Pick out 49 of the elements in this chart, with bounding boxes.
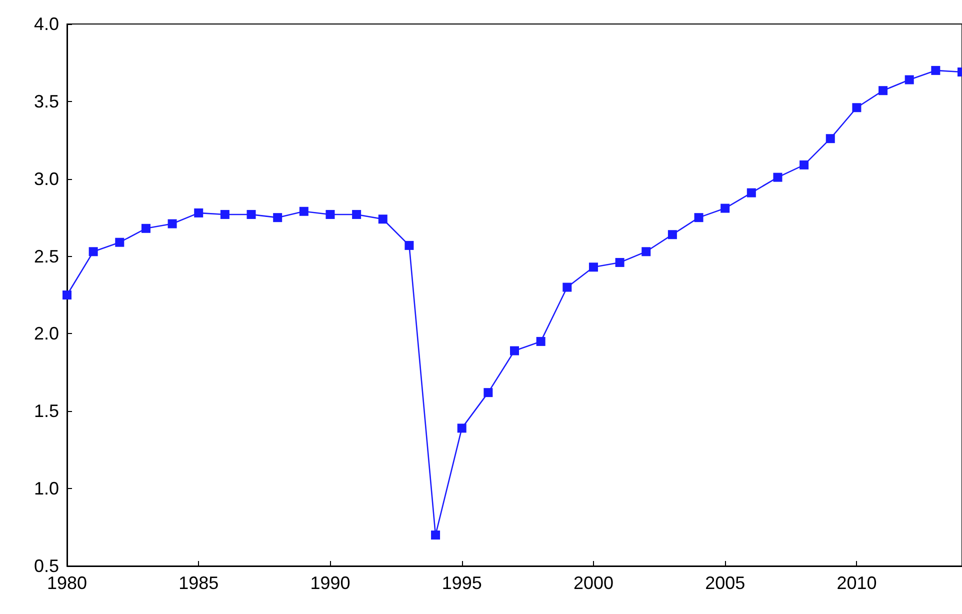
x-tick-label: 2000 (573, 573, 614, 593)
point (115, 238, 124, 247)
point (273, 213, 282, 222)
point (431, 530, 440, 540)
point (642, 247, 651, 256)
point (826, 134, 835, 144)
y-tick-label: 2.0 (34, 324, 59, 344)
point (931, 66, 940, 75)
x-tick-label: 1985 (178, 573, 219, 593)
point (194, 208, 204, 218)
point (352, 210, 362, 219)
point (615, 258, 624, 267)
y-tick-label: 3.0 (34, 168, 59, 189)
point (484, 388, 493, 398)
point (220, 210, 230, 219)
x-tick-label: 2010 (836, 573, 877, 593)
point (800, 160, 809, 170)
point (878, 86, 888, 96)
point (510, 346, 519, 356)
point (668, 230, 677, 240)
y-tick-label: 3.5 (34, 91, 59, 112)
point (62, 290, 72, 300)
point (457, 424, 466, 433)
x-tick-label: 1990 (310, 573, 350, 593)
point (588, 262, 598, 272)
point (720, 204, 730, 213)
point (536, 336, 546, 346)
point (168, 219, 177, 228)
point (88, 247, 98, 256)
point (299, 206, 308, 216)
point (562, 282, 572, 292)
point (746, 188, 756, 198)
point (404, 240, 414, 250)
y-tick-label: 4.0 (34, 14, 59, 34)
x-tick-label: 1995 (442, 573, 482, 593)
point (694, 213, 704, 222)
y-tick-label: 1.0 (34, 478, 59, 499)
point (378, 214, 388, 224)
x-tick-label: 1980 (46, 573, 88, 593)
point (773, 172, 782, 182)
y-tick-label: 0.5 (34, 556, 59, 576)
point (852, 103, 862, 112)
point (904, 75, 914, 84)
point (246, 210, 256, 219)
point (326, 210, 335, 219)
y-tick-label: 2.5 (34, 246, 59, 266)
point (141, 224, 150, 233)
x-tick-label: 2005 (705, 573, 746, 593)
y-tick-label: 1.5 (34, 401, 59, 422)
